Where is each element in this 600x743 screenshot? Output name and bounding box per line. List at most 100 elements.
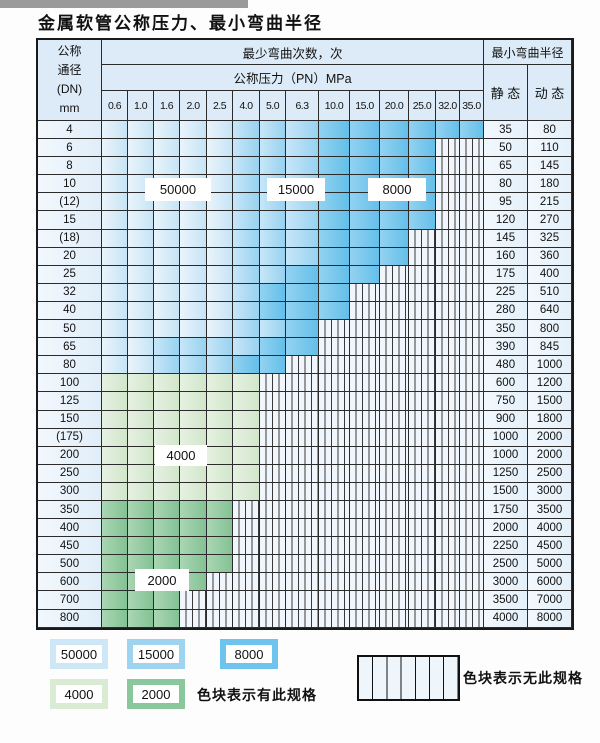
no-spec-cell xyxy=(460,211,484,230)
dn-label: (18) xyxy=(38,229,102,248)
spec-cell-2000 xyxy=(128,609,154,628)
no-spec-cell xyxy=(380,320,409,339)
spec-cell-50000 xyxy=(180,211,207,230)
no-spec-cell xyxy=(350,356,380,375)
no-spec-cell xyxy=(350,338,380,357)
no-spec-cell xyxy=(319,446,350,465)
dn-label: 8 xyxy=(38,157,102,176)
spec-cell-8000 xyxy=(350,229,380,248)
dn-header-line: 通径 xyxy=(57,63,82,77)
spec-cell-8000 xyxy=(319,211,350,230)
no-spec-cell xyxy=(350,500,380,520)
no-spec-cell xyxy=(460,139,484,158)
static-value: 900 xyxy=(484,410,528,429)
no-spec-cell xyxy=(409,573,436,592)
pressure-value-header: 4.0 xyxy=(233,91,260,121)
dn-label: 15 xyxy=(38,211,102,230)
dynamic-value: 1800 xyxy=(528,410,572,429)
spec-cell-50000 xyxy=(154,320,180,339)
no-spec-cell xyxy=(319,410,350,429)
no-spec-cell xyxy=(460,537,484,556)
spec-cell-50000 xyxy=(207,301,233,321)
no-spec-cell xyxy=(436,283,460,302)
no-spec-cell xyxy=(460,193,484,212)
no-spec-cell xyxy=(460,591,484,610)
spec-cell-15000 xyxy=(233,211,260,230)
spec-cell-8000 xyxy=(380,157,409,176)
no-spec-cell xyxy=(460,247,484,266)
dynamic-header: 动 态 xyxy=(528,65,572,121)
spec-cell-4000 xyxy=(180,464,207,483)
no-spec-cell xyxy=(233,555,260,574)
no-spec-cell xyxy=(319,555,350,574)
no-spec-cell xyxy=(207,609,233,628)
no-spec-cell xyxy=(350,519,380,538)
dn-header: 公称 通径 (DN) mm xyxy=(38,40,102,121)
dynamic-value: 3000 xyxy=(528,482,572,501)
no-spec-cell xyxy=(460,175,484,194)
dn-label: 500 xyxy=(38,555,102,574)
spec-cell-4000 xyxy=(207,482,233,501)
spec-cell-50000 xyxy=(128,139,154,158)
no-spec-cell xyxy=(460,573,484,592)
spec-cell-4000 xyxy=(128,446,154,465)
dynamic-value: 2000 xyxy=(528,428,572,447)
spec-cell-50000 xyxy=(102,157,128,176)
dn-label: (175) xyxy=(38,428,102,447)
spec-cell-2000 xyxy=(128,519,154,538)
legend-swatch-label: 4000 xyxy=(56,685,102,703)
spec-cell-15000 xyxy=(180,356,207,375)
static-value: 1500 xyxy=(484,482,528,501)
static-value: 2500 xyxy=(484,555,528,574)
static-value: 2000 xyxy=(484,519,528,538)
no-spec-cell xyxy=(460,320,484,339)
spec-cell-50000 xyxy=(180,265,207,284)
spec-cell-8000 xyxy=(319,139,350,158)
static-value: 160 xyxy=(484,247,528,266)
no-spec-cell xyxy=(319,573,350,592)
static-value: 3000 xyxy=(484,573,528,592)
spec-cell-15000 xyxy=(233,229,260,248)
spec-cell-50000 xyxy=(154,283,180,302)
spec-cell-4000 xyxy=(102,392,128,411)
dn-label: 250 xyxy=(38,464,102,483)
spec-cell-15000 xyxy=(233,193,260,212)
no-spec-cell xyxy=(286,428,319,447)
no-spec-cell xyxy=(409,320,436,339)
no-spec-cell xyxy=(460,157,484,176)
no-spec-cell xyxy=(409,392,436,411)
no-spec-cell xyxy=(436,265,460,284)
no-spec-cell xyxy=(207,591,233,610)
no-spec-cell xyxy=(380,356,409,375)
spec-cell-8000 xyxy=(350,157,380,176)
no-spec-cell xyxy=(350,374,380,393)
spec-cell-2000 xyxy=(102,555,128,574)
overlay-label-50000: 50000 xyxy=(146,179,210,200)
no-spec-cell xyxy=(380,464,409,483)
spec-cell-2000 xyxy=(154,500,180,520)
spec-cell-8000 xyxy=(319,229,350,248)
spec-cell-50000 xyxy=(154,157,180,176)
spec-cell-8000 xyxy=(350,265,380,284)
spec-cell-15000 xyxy=(233,338,260,357)
no-spec-cell xyxy=(436,338,460,357)
spec-cell-15000 xyxy=(260,211,286,230)
no-spec-cell xyxy=(350,573,380,592)
spec-cell-4000 xyxy=(180,410,207,429)
no-spec-cell xyxy=(409,500,436,520)
spec-cell-15000 xyxy=(260,320,286,339)
spec-cell-4000 xyxy=(233,446,260,465)
no-spec-cell xyxy=(319,519,350,538)
no-spec-cell xyxy=(350,464,380,483)
spec-cell-8000 xyxy=(260,356,286,375)
spec-cell-8000 xyxy=(286,320,319,339)
spec-cell-15000 xyxy=(233,175,260,194)
spec-cell-4000 xyxy=(102,410,128,429)
dynamic-value: 180 xyxy=(528,175,572,194)
spec-cell-4000 xyxy=(180,482,207,501)
scan-artifact-bar xyxy=(0,0,248,8)
spec-cell-15000 xyxy=(286,157,319,176)
spec-cell-15000 xyxy=(286,139,319,158)
static-value: 480 xyxy=(484,356,528,375)
